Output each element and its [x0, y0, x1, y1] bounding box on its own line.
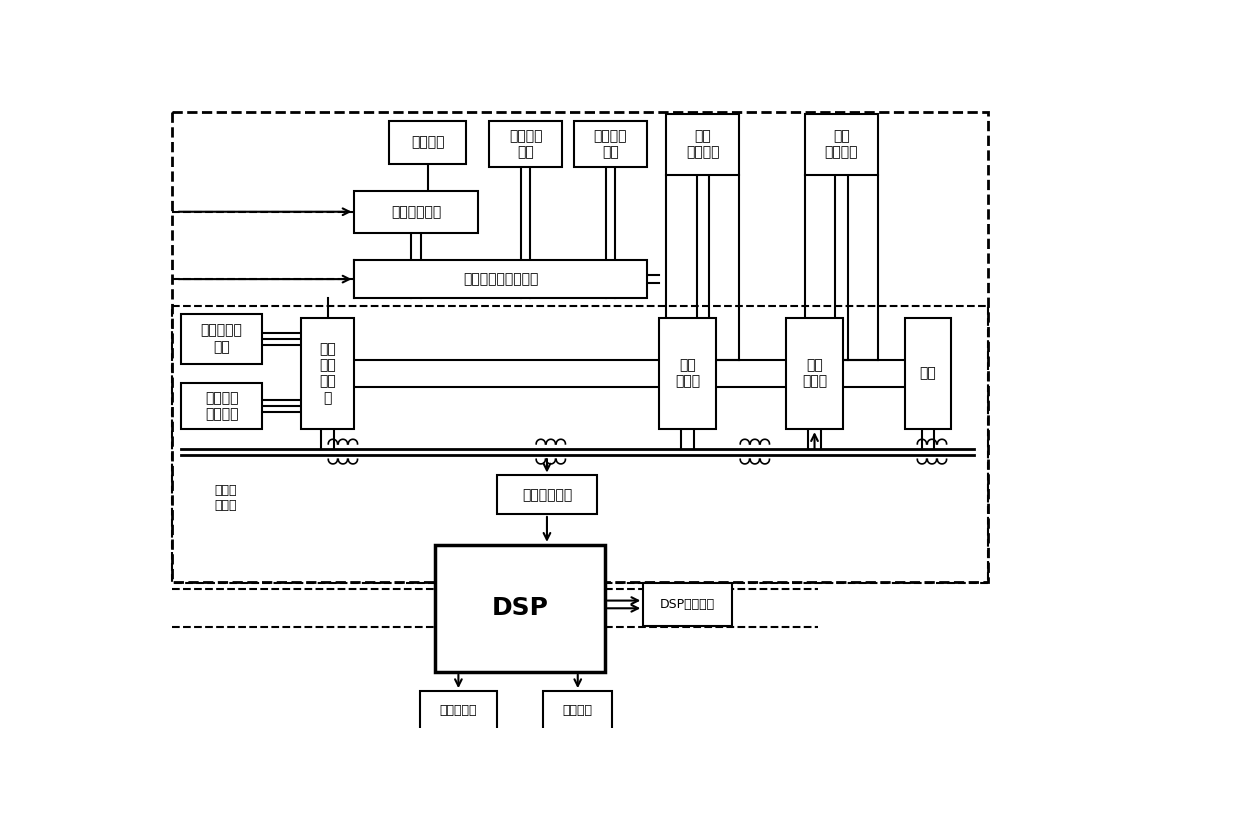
Text: 飞轮蓄能
装置: 飞轮蓄能 装置 [510, 129, 543, 160]
Bar [497, 475, 596, 514]
Text: 直流风力
发电机组: 直流风力 发电机组 [205, 391, 238, 421]
Bar [805, 114, 878, 175]
Text: 并网
控制器: 并网 控制器 [802, 358, 827, 389]
Text: 光伏电池板
矩阵: 光伏电池板 矩阵 [201, 324, 243, 354]
Bar [490, 121, 563, 168]
Bar [543, 691, 613, 730]
Text: 抽水蓄能
装置: 抽水蓄能 装置 [594, 129, 627, 160]
Text: 本地
直流负载: 本地 直流负载 [686, 129, 719, 160]
Text: 寄存器模块: 寄存器模块 [440, 703, 477, 717]
Bar [389, 121, 466, 164]
Bar [181, 383, 262, 429]
Text: 电网: 电网 [920, 366, 936, 380]
Bar [172, 112, 988, 582]
Text: 信号调制电路: 信号调制电路 [522, 488, 572, 501]
Bar [435, 545, 605, 672]
Text: 三相
逆变器: 三相 逆变器 [675, 358, 701, 389]
Bar [644, 583, 732, 626]
Bar [905, 317, 951, 429]
Bar [181, 314, 262, 364]
Bar [786, 317, 843, 429]
Bar [172, 306, 988, 583]
Text: 通讯模块: 通讯模块 [563, 703, 593, 717]
Text: DSP电源模块: DSP电源模块 [660, 598, 715, 611]
Bar [574, 121, 647, 168]
Text: 本地
交流负载: 本地 交流负载 [825, 129, 858, 160]
Bar [355, 191, 477, 233]
Bar [658, 317, 717, 429]
Text: 蓄电池控制器: 蓄电池控制器 [391, 204, 441, 218]
Text: DSP: DSP [491, 596, 548, 620]
Bar [420, 691, 497, 730]
Text: 风光
互补
控制
器: 风光 互补 控制 器 [319, 342, 336, 405]
Bar [300, 317, 355, 429]
Text: 蓄电池组: 蓄电池组 [410, 136, 444, 150]
Bar [666, 114, 739, 175]
Text: 信号采
集总线: 信号采 集总线 [215, 484, 237, 512]
Text: 本地储能单元控制器: 本地储能单元控制器 [463, 272, 538, 286]
Bar [355, 260, 647, 299]
